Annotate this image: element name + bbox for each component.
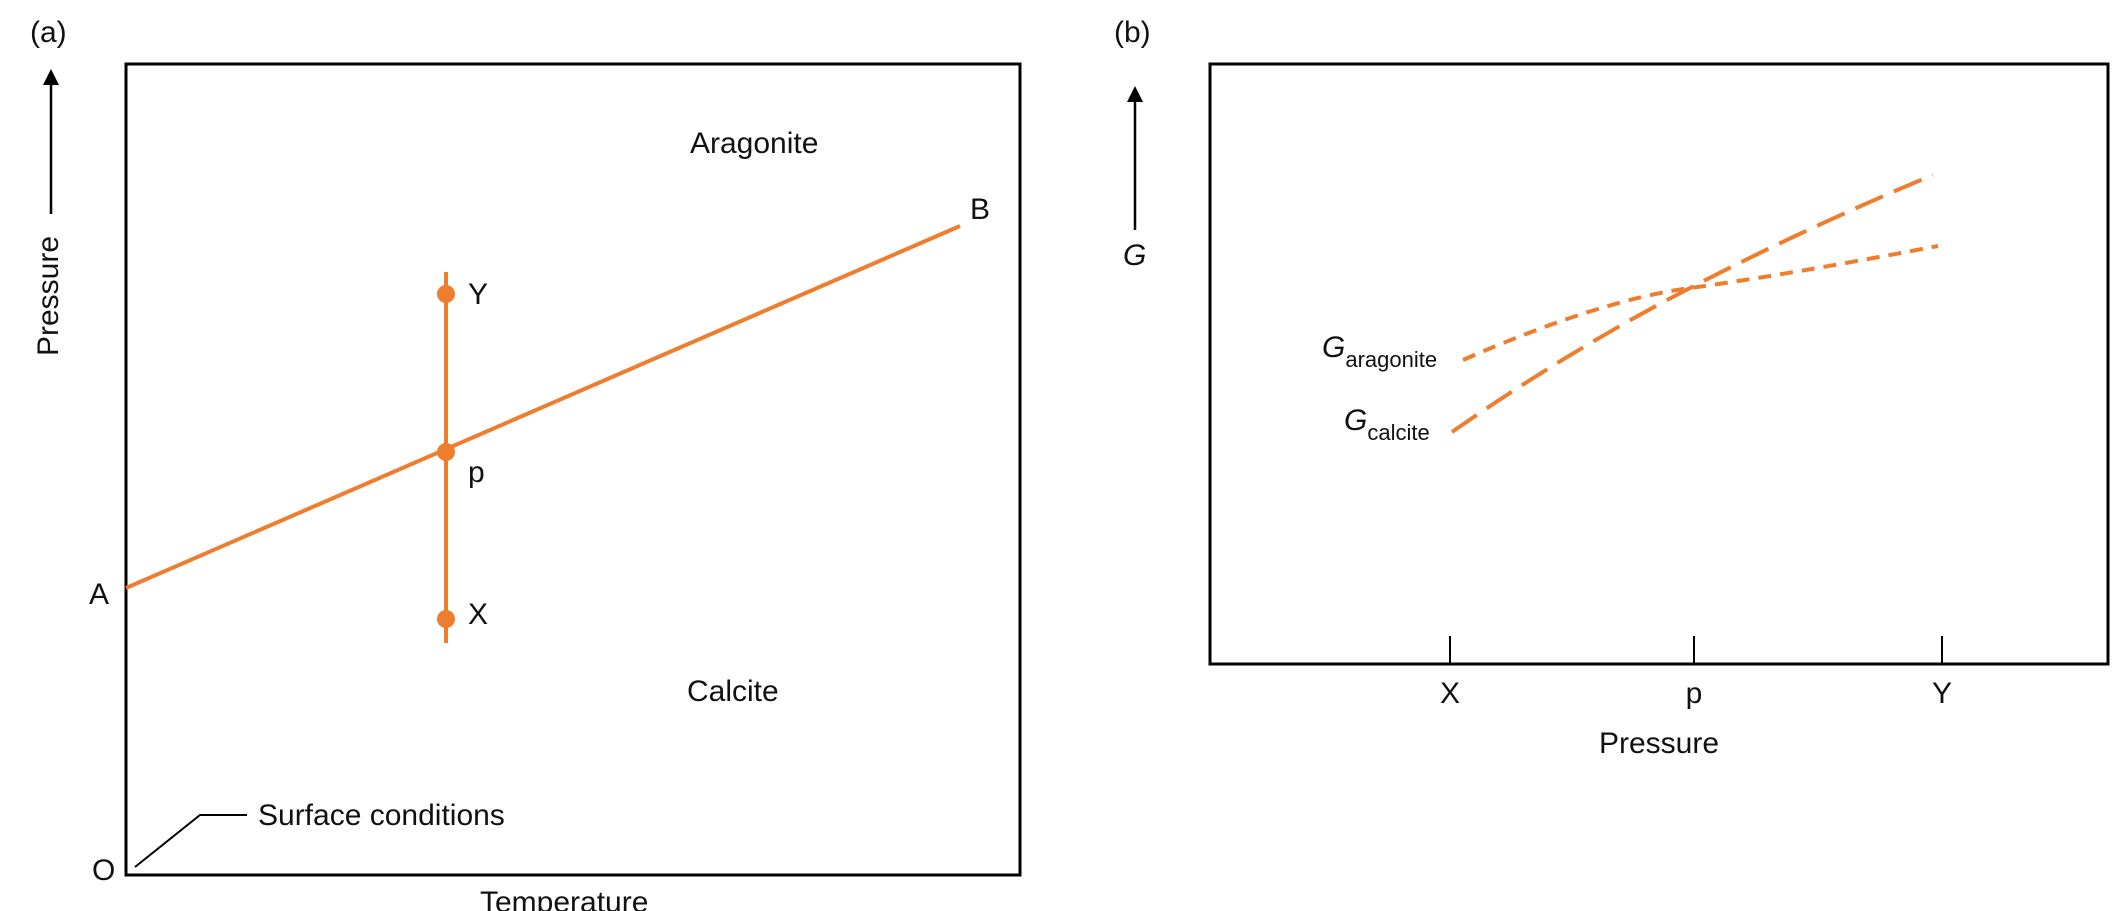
- point-p-label: p: [468, 456, 485, 489]
- tick-p-label: p: [1686, 677, 1703, 710]
- panel-b: (b) G X p Y Pressure Garagonite Gcalcite: [1114, 16, 2110, 760]
- g-aragonite-subscript: aragonite: [1345, 347, 1437, 372]
- tick-y-label: Y: [1932, 677, 1952, 710]
- point-x-marker: [437, 610, 455, 628]
- surface-leader-line: [134, 814, 247, 868]
- g-calcite-symbol: G: [1344, 404, 1367, 437]
- point-y-marker: [437, 285, 455, 303]
- boundary-start-label: A: [89, 578, 109, 611]
- panel-a-tag: (a): [30, 16, 67, 49]
- surface-conditions-label: Surface conditions: [258, 799, 505, 832]
- pressure-arrow-icon: [43, 69, 59, 214]
- panel-b-tag: (b): [1114, 16, 1151, 49]
- g-calcite-curve: [1450, 173, 1934, 434]
- g-aragonite-curve: [1462, 244, 1939, 362]
- g-calcite-label: Gcalcite: [1344, 404, 1430, 445]
- point-x-label: X: [468, 598, 488, 631]
- point-y-label: Y: [468, 278, 488, 311]
- y-axis-label: Pressure: [32, 236, 65, 356]
- region-calcite-label: Calcite: [687, 675, 779, 708]
- g-aragonite-label: Garagonite: [1322, 331, 1437, 372]
- g-axis-label: G: [1123, 239, 1146, 272]
- plot-frame-a: [124, 62, 1022, 877]
- x-axis-label-b: Pressure: [1599, 727, 1719, 760]
- g-aragonite-symbol: G: [1322, 331, 1345, 364]
- origin-label: O: [92, 854, 115, 887]
- panel-a: (a) Pressure Y p X A B Aragonite Calcite…: [30, 16, 1022, 911]
- boundary-end-label: B: [970, 193, 990, 226]
- point-p-marker: [437, 443, 455, 461]
- tick-x-label: X: [1440, 677, 1460, 710]
- region-aragonite-label: Aragonite: [690, 127, 818, 160]
- g-axis-arrow-icon: [1127, 86, 1143, 230]
- g-calcite-subscript: calcite: [1367, 420, 1429, 445]
- phase-boundary-line: [125, 224, 961, 590]
- plot-frame-b: [1208, 62, 2110, 666]
- x-axis-label: Temperature: [480, 886, 648, 911]
